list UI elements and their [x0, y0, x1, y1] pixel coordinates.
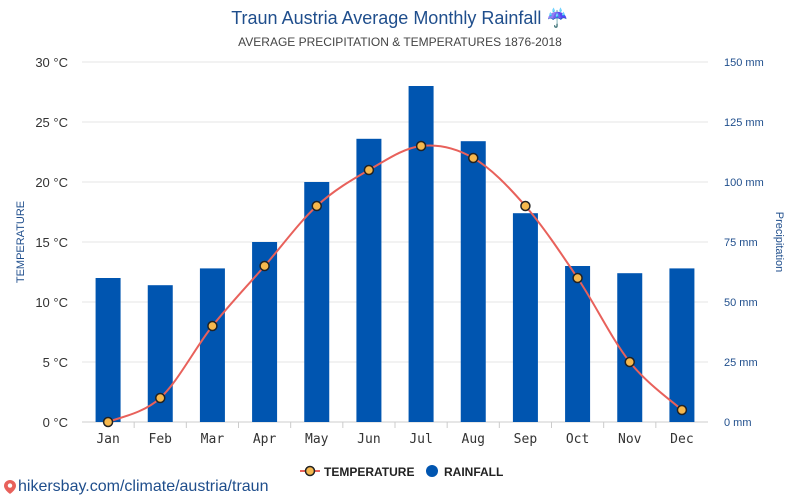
y-tick-label-left: 0 °C: [43, 415, 68, 430]
y-tick-label-right: 50 mm: [724, 297, 758, 309]
temperature-point: [624, 356, 635, 368]
x-tick-label: Nov: [618, 432, 642, 447]
legend-rainfall-label: RAINFALL: [444, 465, 503, 479]
rainfall-bar: [408, 86, 434, 422]
rainfall-bar: [512, 213, 538, 422]
grid-lines: [82, 61, 708, 423]
location-pin-icon: [4, 480, 16, 494]
x-tick-label: Jul: [409, 432, 432, 447]
rainfall-bar: [304, 182, 330, 422]
temperature-point: [207, 320, 218, 332]
source-link[interactable]: hikersbay.com/climate/austria/traun: [4, 478, 268, 496]
y-tick-label-right: 0 mm: [724, 417, 752, 429]
x-tick-label: Jan: [96, 432, 119, 447]
x-tick-label: Oct: [566, 432, 589, 447]
y-tick-label-left: 10 °C: [35, 295, 68, 310]
rainfall-bar: [669, 268, 695, 422]
y-tick-label-left: 15 °C: [35, 235, 68, 250]
legend-rainfall-marker-icon: [426, 465, 438, 477]
left-axis-ticks: 0 °C 5 °C 10 °C 15 °C 20 °C 25 °C 30 °C: [35, 55, 68, 430]
temperature-point: [102, 416, 114, 428]
y-tick-label-right: 125 mm: [724, 117, 764, 129]
temperature-point: [572, 272, 583, 284]
legend-item-temperature[interactable]: TEMPERATURE: [300, 465, 414, 479]
legend-item-rainfall[interactable]: RAINFALL: [426, 465, 503, 479]
y-tick-label-right: 75 mm: [724, 237, 758, 249]
temperature-point: [676, 404, 688, 416]
legend: TEMPERATURE RAINFALL: [300, 465, 503, 479]
x-tick-label: Jun: [357, 432, 380, 447]
temperature-point: [415, 140, 427, 152]
y-axis-label-right: Precipitation: [773, 212, 785, 273]
source-link-text: hikersbay.com/climate/austria/traun: [18, 478, 269, 495]
x-tick-label: Feb: [149, 432, 173, 447]
temperature-line-path: [107, 144, 683, 423]
temperature-point: [155, 392, 166, 404]
legend-temperature-marker-icon: [304, 465, 316, 477]
temperature-point: [468, 152, 479, 164]
chart-title: Traun Austria Average Monthly Rainfall ☔: [231, 7, 569, 28]
temperature-points: [102, 140, 688, 428]
y-tick-label-right: 100 mm: [724, 177, 764, 189]
y-axis-label-left: TEMPERATURE: [15, 201, 27, 283]
rainfall-bar: [95, 278, 121, 422]
temperature-point: [311, 200, 322, 212]
x-axis-ticks: Jan Feb Mar Apr May Jun Jul Aug Sep Oct Nov Dec: [96, 422, 694, 447]
temperature-line: [107, 144, 683, 423]
x-tick-label: May: [305, 432, 329, 447]
x-tick-label: Sep: [514, 432, 538, 447]
x-tick-label: Dec: [670, 432, 693, 447]
rainfall-bar: [356, 138, 382, 423]
y-tick-label-left: 25 °C: [35, 115, 68, 130]
rainfall-bars: [95, 86, 695, 423]
rainfall-bar: [199, 268, 225, 422]
temperature-point: [363, 164, 375, 176]
rainfall-bar: [565, 266, 591, 422]
y-tick-label-right: 150 mm: [724, 57, 764, 69]
right-axis-ticks: 0 mm 25 mm 50 mm 75 mm 100 mm 125 mm 150 mm: [724, 57, 764, 429]
x-tick-label: Mar: [201, 432, 225, 447]
y-tick-label-right: 25 mm: [724, 357, 758, 369]
temperature-point: [520, 200, 531, 212]
y-tick-label-left: 20 °C: [35, 175, 68, 190]
x-tick-label: Aug: [462, 432, 485, 447]
chart-subtitle: AVERAGE PRECIPITATION & TEMPERATURES 187…: [238, 35, 562, 49]
rainfall-bar: [252, 242, 278, 422]
y-tick-label-left: 30 °C: [35, 55, 68, 70]
temperature-point: [259, 260, 270, 272]
rainfall-bar: [460, 141, 486, 422]
legend-temperature-label: TEMPERATURE: [324, 465, 414, 479]
rainfall-bar: [617, 273, 643, 422]
x-tick-label: Apr: [253, 432, 277, 447]
y-tick-label-left: 5 °C: [43, 355, 68, 370]
